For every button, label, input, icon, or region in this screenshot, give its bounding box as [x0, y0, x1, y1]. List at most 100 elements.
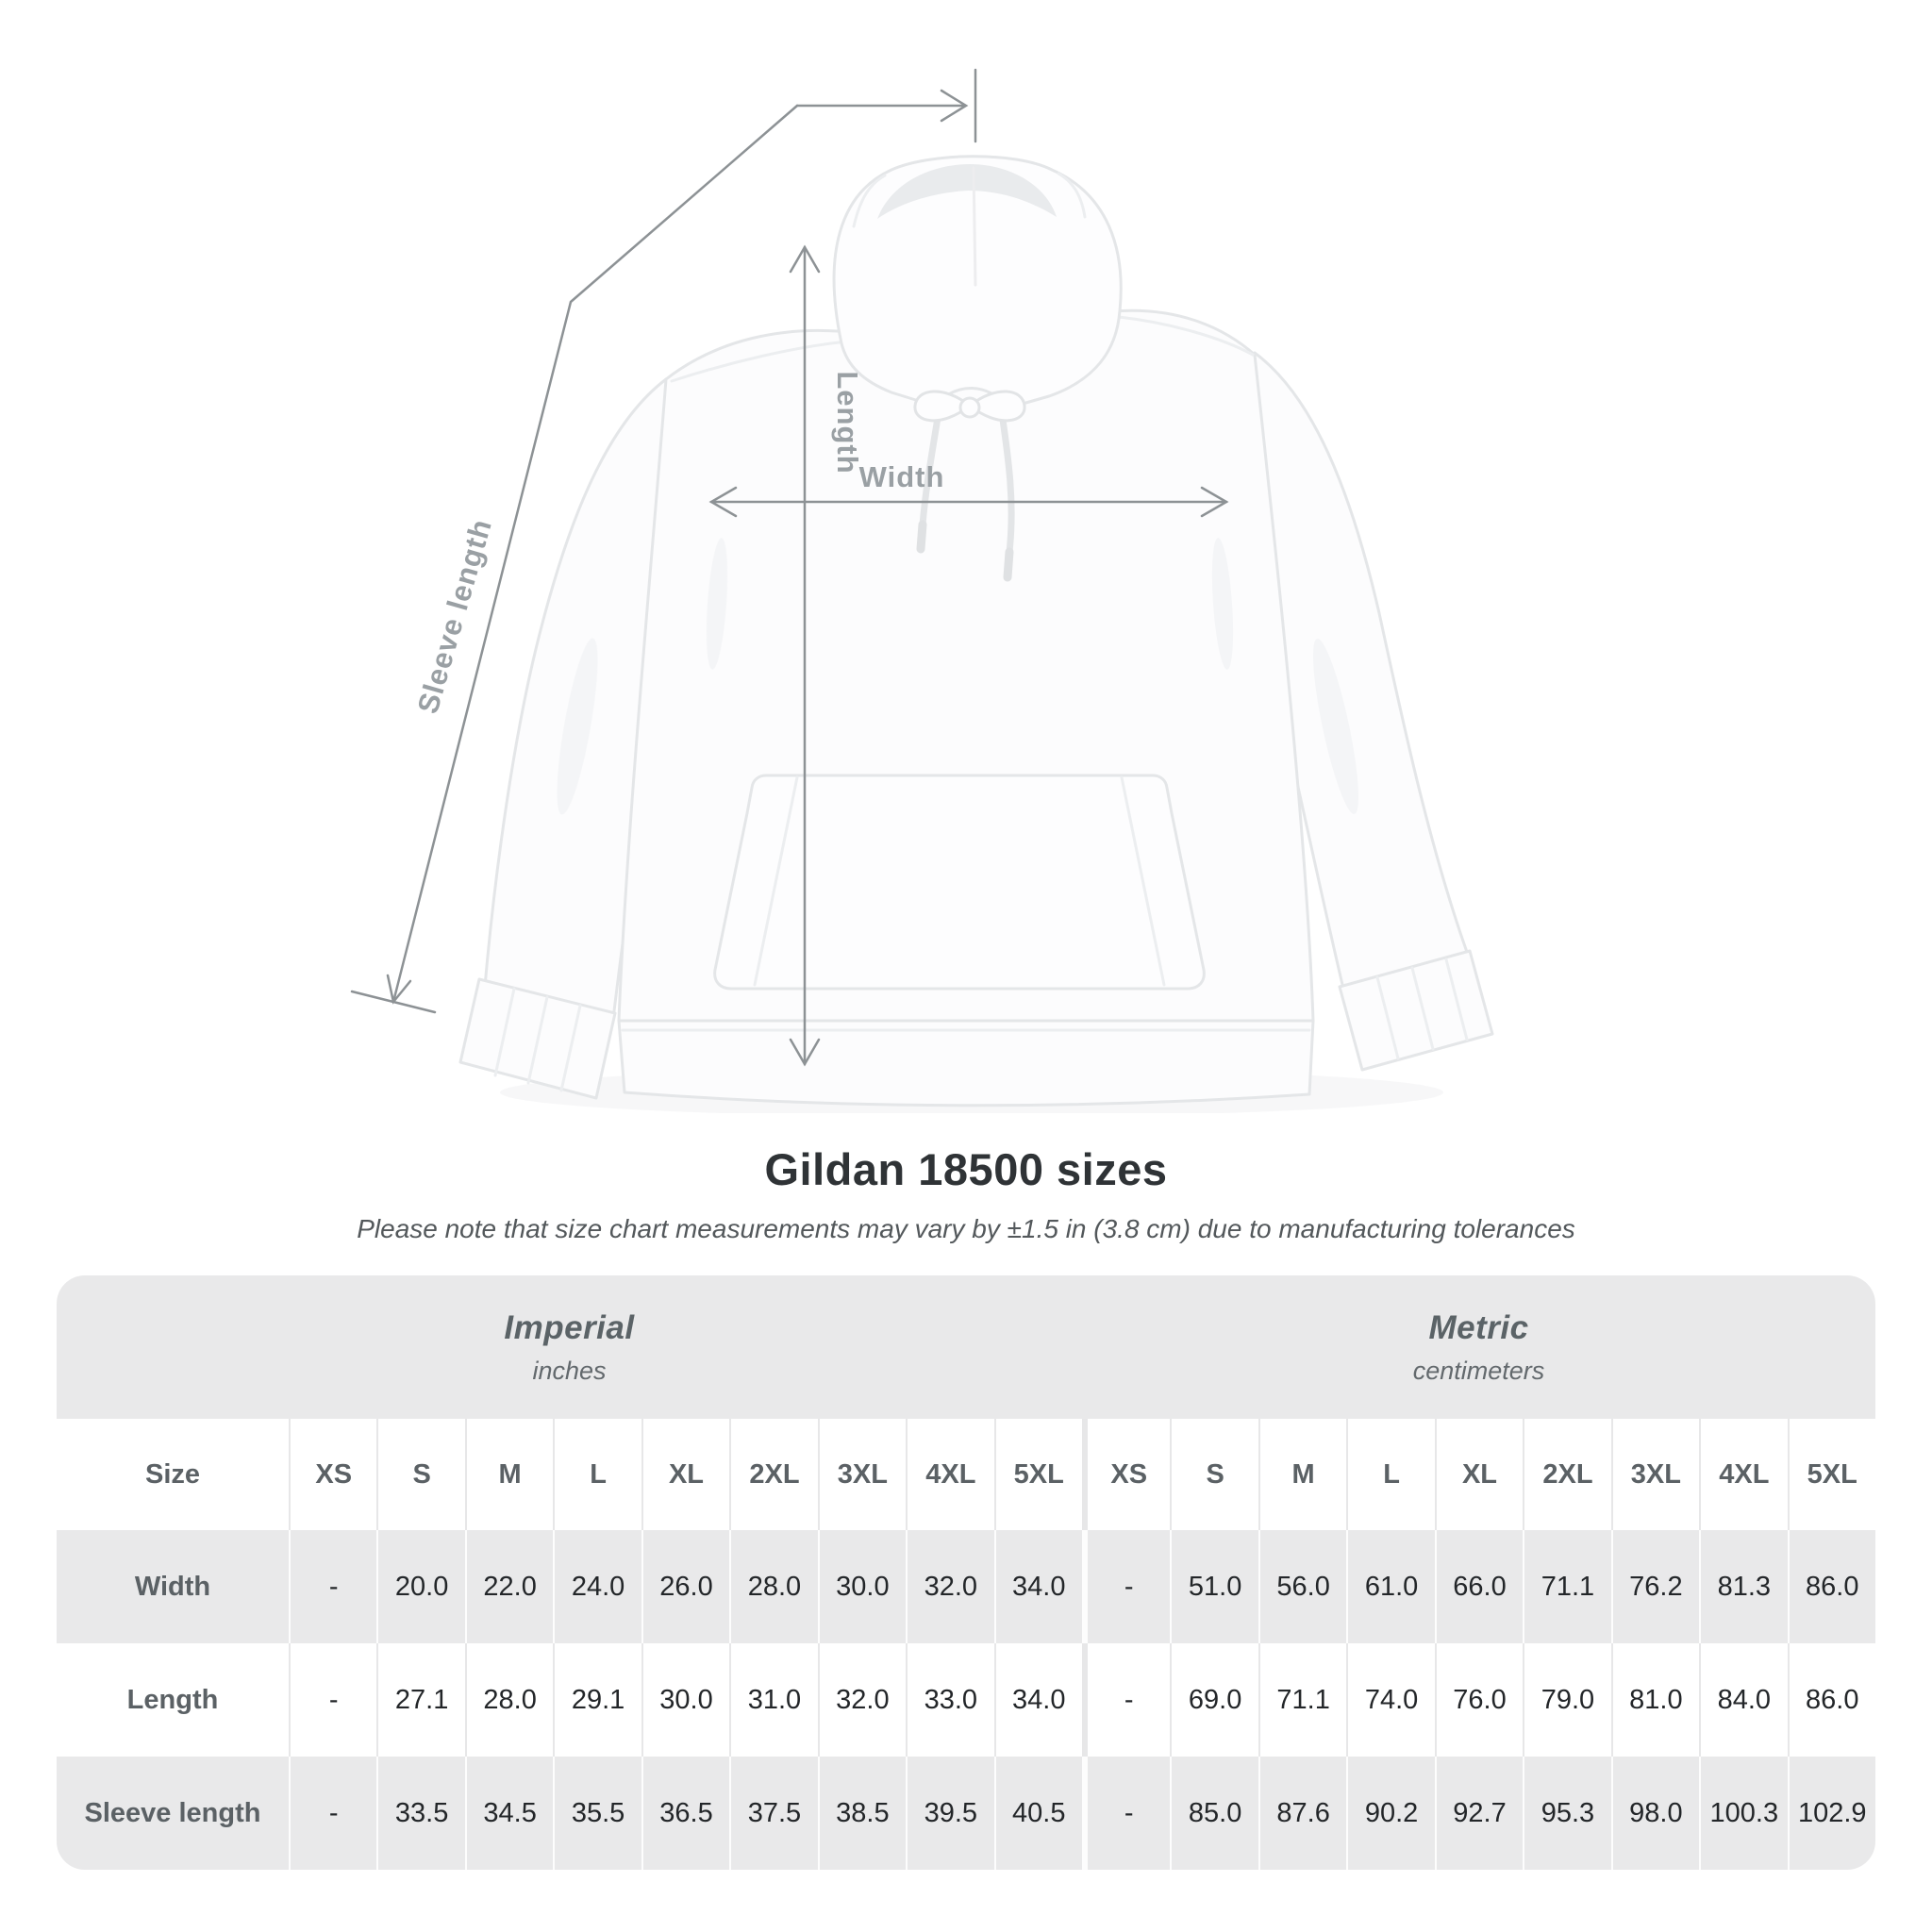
table-cell-metric: 51.0 [1170, 1530, 1257, 1643]
size-column-header: Size [144, 1458, 201, 1490]
table-cell-metric: 100.3 [1699, 1757, 1787, 1870]
size-header-imperial-m: M [464, 1419, 553, 1530]
size-header-metric-xs: XS [1081, 1419, 1170, 1530]
table-cell-metric: 87.6 [1257, 1757, 1346, 1870]
metric-unit-label: centimeters [1412, 1356, 1545, 1385]
imperial-unit-header: Imperial inches [57, 1275, 1082, 1419]
table-cell-imperial: 39.5 [906, 1757, 993, 1870]
table-cell-metric: 86.0 [1787, 1530, 1875, 1643]
table-cell-metric: 79.0 [1523, 1643, 1610, 1757]
table-cell-metric: - [1081, 1530, 1170, 1643]
table-cell-imperial: 40.5 [993, 1757, 1082, 1870]
table-cell-metric: 86.0 [1787, 1643, 1875, 1757]
size-header-metric-2xl: 2XL [1523, 1419, 1610, 1530]
table-cell-imperial: 31.0 [729, 1643, 817, 1757]
table-cell-metric: 74.0 [1346, 1643, 1434, 1757]
table-cell-metric: 84.0 [1699, 1643, 1787, 1757]
hood-interior-shadow [877, 164, 1057, 219]
size-header-metric-m: M [1257, 1419, 1346, 1530]
table-cell-metric: 85.0 [1170, 1757, 1257, 1870]
size-header-imperial-2xl: 2XL [729, 1419, 817, 1530]
table-cell-metric: 71.1 [1257, 1643, 1346, 1757]
table-cell-metric: 81.0 [1610, 1643, 1699, 1757]
table-cell-imperial: 34.0 [993, 1530, 1082, 1643]
tolerance-note: Please note that size chart measurements… [357, 1214, 1575, 1243]
size-header-metric-4xl: 4XL [1699, 1419, 1787, 1530]
table-cell-imperial: 36.5 [641, 1757, 729, 1870]
table-cell-metric: - [1081, 1757, 1170, 1870]
hoodie-hem-band [617, 1019, 1315, 1108]
sleeve-length-tick [350, 990, 437, 1014]
table-cell-metric: 61.0 [1346, 1530, 1434, 1643]
metric-unit-header: Metric centimeters [1082, 1275, 1875, 1419]
table-cell-imperial: 30.0 [817, 1530, 906, 1643]
width-arrowhead-left [708, 486, 738, 518]
size-header-imperial-3xl: 3XL [817, 1419, 906, 1530]
table-cell-metric: 76.2 [1610, 1530, 1699, 1643]
table-cell-metric: 76.0 [1434, 1643, 1523, 1757]
hoodie-pocket [713, 774, 1206, 991]
size-header-imperial-xs: XS [289, 1419, 376, 1530]
table-cell-imperial: - [289, 1530, 376, 1643]
table-cell-metric: 92.7 [1434, 1757, 1523, 1870]
right-cuff-ribs [1375, 958, 1469, 1060]
size-header-metric-s: S [1170, 1419, 1257, 1530]
table-cell-imperial: 32.0 [817, 1643, 906, 1757]
table-cell-imperial: 22.0 [464, 1530, 553, 1643]
table-cell-imperial: 33.0 [906, 1643, 993, 1757]
table-cell-imperial: 38.5 [817, 1757, 906, 1870]
table-cell-imperial: 34.0 [993, 1643, 1082, 1757]
table-cell-imperial: 28.0 [729, 1530, 817, 1643]
table-cell-imperial: - [289, 1757, 376, 1870]
metric-label: Metric [1428, 1308, 1529, 1346]
unit-header-band: Imperial inches Metric centimeters [57, 1275, 1875, 1419]
imperial-unit-label: inches [532, 1356, 607, 1385]
hood-drawcords [916, 408, 1015, 582]
size-header-imperial-4xl: 4XL [906, 1419, 993, 1530]
size-header-metric-3xl: 3XL [1610, 1419, 1699, 1530]
imperial-label: Imperial [504, 1308, 635, 1346]
table-cell-imperial: 27.1 [376, 1643, 464, 1757]
size-header-metric-xl: XL [1434, 1419, 1523, 1530]
hoodie-illustration [458, 155, 1494, 1108]
hoodie-shoulder-seams [670, 315, 1255, 383]
sleeve-length-label: Sleeve length [411, 515, 498, 717]
table-cell-imperial: 24.0 [553, 1530, 641, 1643]
length-arrowhead-top [789, 244, 821, 274]
size-header-imperial-5xl: 5XL [993, 1419, 1082, 1530]
table-cell-metric: 56.0 [1257, 1530, 1346, 1643]
width-label: Width [859, 460, 945, 493]
title-block: Gildan 18500 sizes Please note that size… [0, 1143, 1932, 1244]
table-cell-metric: 66.0 [1434, 1530, 1523, 1643]
table-row-width: Width -20.0 22.0 24.0 26.0 28.0 30.0 32.0 34.0-5… [57, 1530, 1875, 1643]
left-cuff-ribs [493, 987, 582, 1092]
hoodie-measurement-diagram: Sleeve length Length Width [350, 68, 1494, 1108]
sleeve-length-line [391, 104, 799, 1004]
table-cell-imperial: 37.5 [729, 1757, 817, 1870]
length-arrowhead-bottom [789, 1038, 821, 1067]
size-chart-table: Imperial inches Metric centimeters Size X… [57, 1275, 1875, 1870]
size-header-imperial-s: S [376, 1419, 464, 1530]
table-cell-metric: 98.0 [1610, 1757, 1699, 1870]
hoodie-pocket-seam-left [753, 775, 799, 987]
table-row-length: Length -27.1 28.0 29.1 30.0 31.0 32.0 33.0 34.0-… [57, 1643, 1875, 1757]
table-cell-metric: 69.0 [1170, 1643, 1257, 1757]
hoodie-diagram-svg: Sleeve length Length Width [350, 68, 1494, 1108]
length-label: Length [831, 371, 864, 474]
page-title: Gildan 18500 sizes [764, 1144, 1168, 1194]
width-arrowhead-right [1200, 486, 1229, 518]
measurement-lines [350, 68, 1229, 1067]
sleeve-top-arrowhead [940, 89, 969, 123]
table-cell-imperial: 20.0 [376, 1530, 464, 1643]
table-cell-imperial: 33.5 [376, 1757, 464, 1870]
table-cell-imperial: - [289, 1643, 376, 1757]
table-cell-metric: 95.3 [1523, 1757, 1610, 1870]
size-header-imperial-xl: XL [641, 1419, 729, 1530]
table-body: Width -20.0 22.0 24.0 26.0 28.0 30.0 32.0 34.0-5… [57, 1530, 1875, 1870]
row-label-width: Width [134, 1571, 211, 1602]
table-cell-imperial: 30.0 [641, 1643, 729, 1757]
row-label-length: Length [126, 1684, 219, 1715]
table-cell-imperial: 35.5 [553, 1757, 641, 1870]
row-label-sleeve-length: Sleeve length [84, 1797, 261, 1828]
table-cell-imperial: 26.0 [641, 1530, 729, 1643]
